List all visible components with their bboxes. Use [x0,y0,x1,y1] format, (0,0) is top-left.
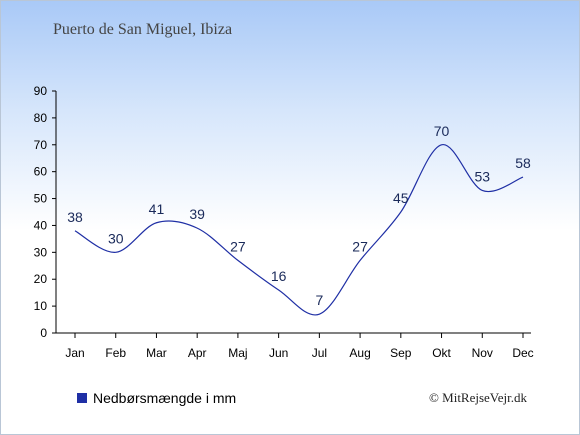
y-tick-label: 40 [34,218,48,232]
data-label: 70 [434,123,450,139]
data-label: 30 [108,230,124,246]
x-tick-label: Aug [349,346,370,360]
x-tick-label: Jan [65,346,84,360]
x-tick-label: Sep [390,346,412,360]
y-tick-label: 20 [34,272,48,286]
y-tick-label: 0 [40,326,47,340]
x-tick-label: Jul [312,346,327,360]
legend-label: Nedbørsmængde i mm [93,390,237,406]
legend-swatch [77,393,87,403]
data-label: 7 [315,292,323,308]
y-tick-label: 30 [34,245,48,259]
y-tick-label: 50 [34,192,48,206]
y-tick-label: 90 [34,84,48,98]
y-tick-label: 60 [34,165,48,179]
x-tick-label: Dec [512,346,533,360]
data-label: 27 [230,238,246,254]
x-tick-label: Nov [472,346,493,360]
data-label: 27 [352,238,368,254]
chart-title: Puerto de San Miguel, Ibiza [53,21,233,38]
data-label: 58 [515,155,531,171]
x-tick-label: Jun [269,346,288,360]
data-label: 41 [149,201,165,217]
y-tick-label: 10 [34,299,48,313]
x-tick-label: Okt [432,346,451,360]
series-line [74,144,524,316]
data-label: 53 [474,168,490,184]
y-tick-label: 80 [34,111,48,125]
data-label: 38 [67,209,83,225]
y-tick-label: 70 [34,138,48,152]
credit-text: © MitRejseVejr.dk [429,390,527,405]
x-tick-label: Apr [188,346,207,360]
x-tick-label: Mar [146,346,167,360]
x-tick-label: Feb [105,346,126,360]
data-label: 45 [393,190,409,206]
data-label: 16 [271,268,287,284]
x-tick-label: Maj [228,346,247,360]
data-label: 39 [189,206,205,222]
legend: Nedbørsmængde i mm [77,390,236,406]
